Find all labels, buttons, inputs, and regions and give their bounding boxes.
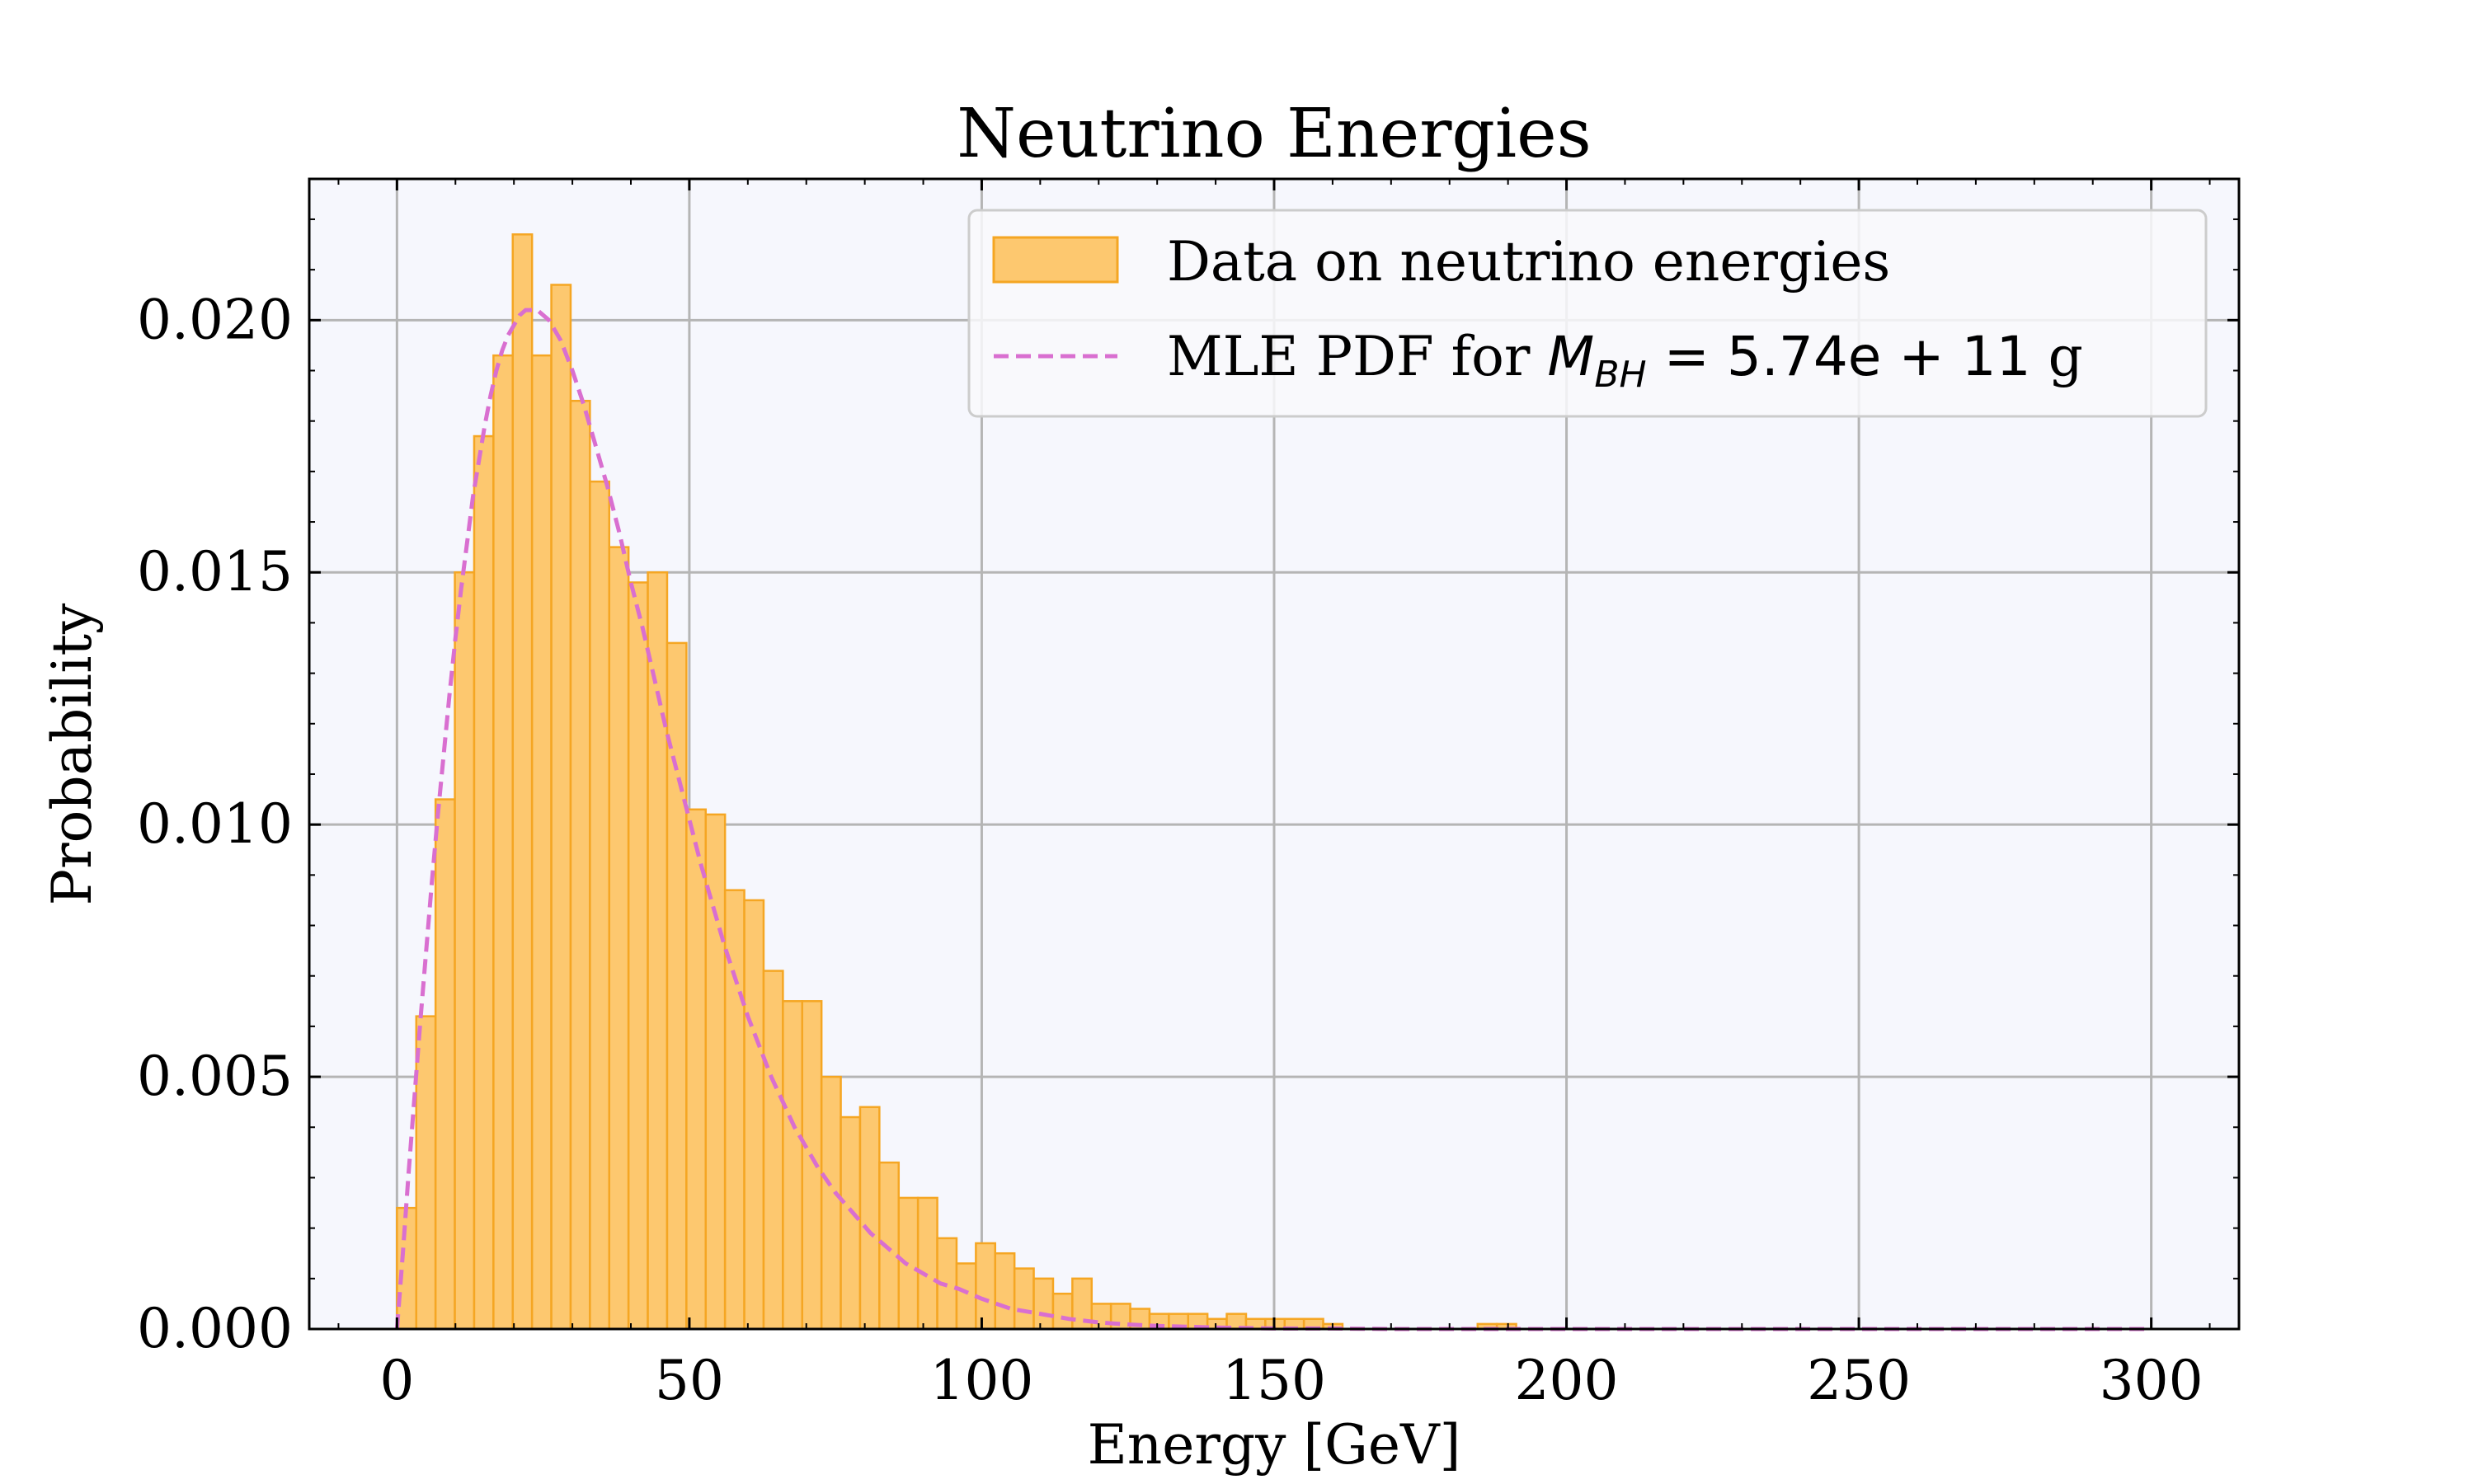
histogram-bar [473,434,495,1331]
chart-title: Neutrino Energies [957,95,1591,173]
x-tick-label: 300 [2100,1349,2204,1412]
x-axis-label: Energy [GeV] [1088,1413,1461,1477]
histogram-bar [530,354,553,1331]
legend-pdf-prefix: MLE PDF for [1167,325,1547,388]
x-tick-label: 250 [1807,1349,1911,1412]
histogram-bar [840,1115,862,1331]
y-tick-label: 0.015 [137,540,293,603]
histogram-bar [685,808,708,1331]
histogram-bar [1013,1267,1035,1331]
histogram-bar [858,1106,881,1331]
histogram-bar [820,1075,842,1331]
histogram-bar [975,1242,997,1331]
legend-pdf-value: = 5.74e + 11 [1647,325,2031,388]
legend-label-pdf: MLE PDF for MBH = 5.74e + 11 g [1167,325,2083,396]
y-tick-label: 0.005 [137,1045,293,1108]
histogram-bar [647,571,669,1331]
legend-pdf-suffix: g [2031,325,2083,388]
legend-label-histogram: Data on neutrino energies [1167,230,1890,294]
histogram-bar [454,571,476,1331]
y-axis-label: Probability [40,603,104,905]
legend-pdf-symbol: M [1547,325,1594,388]
histogram-bar [955,1262,977,1331]
pdf-curve [394,308,2152,1331]
histogram-bar [782,1000,804,1331]
legend: Data on neutrino energies MLE PDF for MB… [967,209,2208,418]
y-tick-label: 0.010 [137,792,293,856]
histogram-bar [415,1015,437,1331]
histogram-bar [511,233,534,1331]
histogram-bar [627,581,649,1331]
x-tick-label: 50 [655,1349,724,1412]
histogram-bar [492,354,515,1331]
x-tick-label: 0 [379,1349,414,1412]
x-tick-label: 100 [929,1349,1033,1412]
histogram-bar [589,480,611,1331]
histogram-bar [1051,1292,1074,1331]
x-tick-label: 200 [1515,1349,1619,1412]
histogram-bar [608,546,630,1331]
legend-pdf-subscript: BH [1594,354,1646,396]
histogram-bar [569,399,591,1331]
histogram-bar [743,899,765,1331]
histogram-bar [550,284,572,1331]
histogram-bar [1090,1303,1112,1331]
y-tick-label: 0.000 [137,1297,293,1360]
histogram-bar [434,798,456,1331]
histogram-bar [994,1252,1016,1331]
histogram-bar [1032,1277,1055,1331]
legend-box [967,209,2208,418]
x-tick-label: 150 [1222,1349,1326,1412]
legend-swatch-histogram [992,236,1119,284]
histogram-bar [916,1196,938,1331]
histogram-bar [762,970,784,1331]
y-tick-label: 0.020 [137,288,293,351]
axis-ticks: 0 50 100 150 200 250 300 0.000 0.005 0.010 0.015 0.… [137,179,2239,1412]
